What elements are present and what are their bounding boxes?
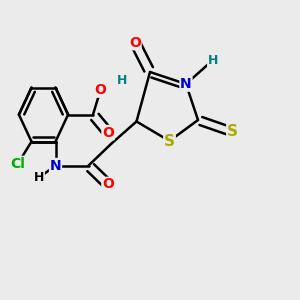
Text: S: S <box>164 134 175 148</box>
Text: H: H <box>208 53 218 67</box>
Text: O: O <box>129 36 141 50</box>
Text: Cl: Cl <box>11 157 26 170</box>
Text: O: O <box>94 83 106 97</box>
Text: S: S <box>227 124 238 140</box>
Text: H: H <box>117 74 128 88</box>
Text: N: N <box>180 77 192 91</box>
Text: H: H <box>34 171 44 184</box>
Text: N: N <box>50 159 61 172</box>
Text: O: O <box>102 178 114 191</box>
Text: O: O <box>102 126 114 140</box>
